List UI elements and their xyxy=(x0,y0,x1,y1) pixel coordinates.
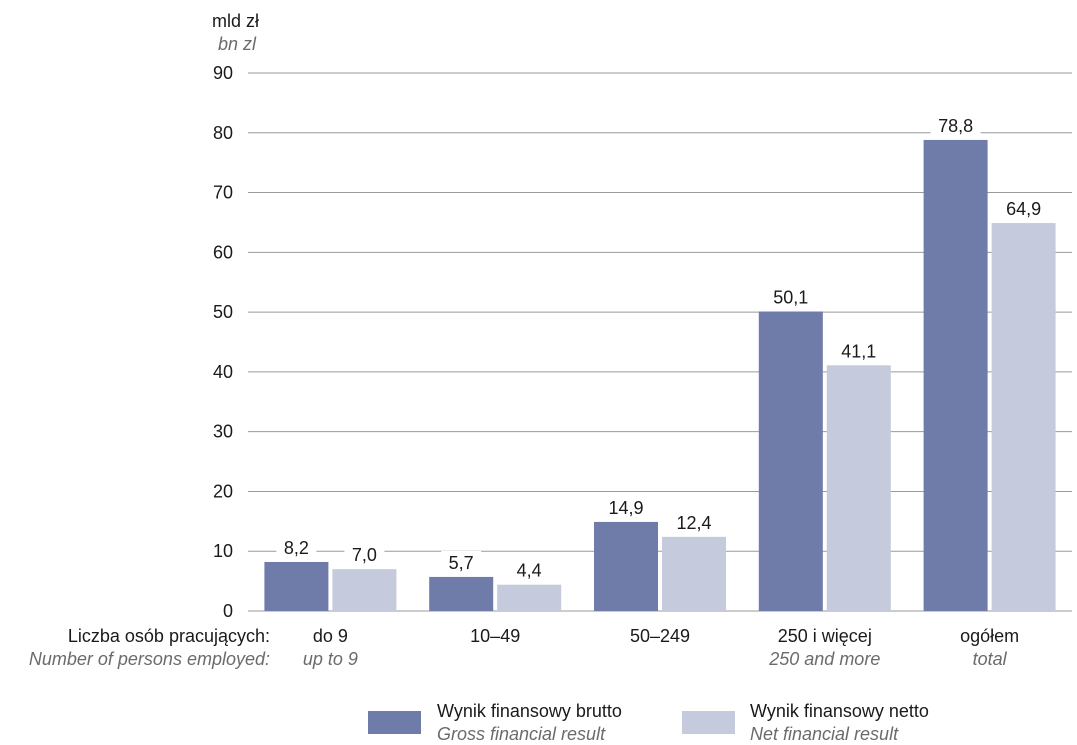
y-axis-ticks: 0 10 20 30 40 50 60 70 80 90 xyxy=(213,63,233,621)
data-label-bg xyxy=(833,339,884,362)
data-label-bg xyxy=(765,285,816,308)
data-label-gross-3: 50,1 xyxy=(773,288,808,308)
y-axis-unit: mld zł xyxy=(212,11,259,31)
data-label-bg xyxy=(601,495,651,518)
y-tick-label-60: 60 xyxy=(213,242,233,262)
bars xyxy=(264,139,1056,611)
y-tick-label-20: 20 xyxy=(213,481,233,501)
data-label-bg xyxy=(669,510,719,533)
data-label-gross-4: 78,8 xyxy=(938,116,973,136)
bar-net-0 xyxy=(332,569,397,611)
data-label-bg xyxy=(930,113,981,136)
category-axis-label-en: Number of persons employed: xyxy=(29,649,270,669)
data-label-gross-2: 14,9 xyxy=(608,498,643,518)
y-tick-label-0: 0 xyxy=(223,601,233,621)
x-category-label-en-0: up to 9 xyxy=(303,649,358,669)
legend-label-net: Wynik finansowy netto xyxy=(750,701,929,721)
data-label-bg xyxy=(441,550,482,573)
data-label-net-2: 12,4 xyxy=(676,513,711,533)
y-tick-label-30: 30 xyxy=(213,422,233,442)
x-category-label-4: ogółem xyxy=(960,626,1019,646)
legend: Wynik finansowy brutto Gross financial r… xyxy=(368,701,929,744)
x-category-label-en-3: 250 and more xyxy=(768,649,880,669)
data-label-net-4: 64,9 xyxy=(1006,199,1041,219)
legend-swatch-gross xyxy=(368,711,421,734)
bar-gross-1 xyxy=(429,576,494,611)
data-label-gross-1: 5,7 xyxy=(449,553,474,573)
data-label-bg xyxy=(509,558,550,581)
legend-label-gross-en: Gross financial result xyxy=(437,724,606,744)
data-labels: 8,2 7,0 5,7 4,4 14,9 12,4 50,1 41,1 78,8 64,9 xyxy=(276,113,1049,581)
x-axis-categories: do 9 up to 9 10–49 50–249 250 i więcej 250 an… xyxy=(303,626,1019,669)
x-category-label-0: do 9 xyxy=(313,626,348,646)
x-category-label-2: 50–249 xyxy=(630,626,690,646)
data-label-net-0: 7,0 xyxy=(352,545,377,565)
x-category-label-en-4: total xyxy=(973,649,1008,669)
bar-net-2 xyxy=(662,536,726,611)
bar-gross-3 xyxy=(758,311,823,611)
data-label-net-1: 4,4 xyxy=(517,561,542,581)
bar-gross-2 xyxy=(594,521,658,611)
x-category-label-3: 250 i więcej xyxy=(778,626,872,646)
legend-label-net-en: Net financial result xyxy=(750,724,899,744)
category-axis-label: Liczba osób pracujących: xyxy=(68,626,270,646)
y-axis-unit-en: bn zl xyxy=(218,34,257,54)
y-tick-label-40: 40 xyxy=(213,362,233,382)
y-tick-label-10: 10 xyxy=(213,541,233,561)
bar-net-3 xyxy=(826,365,891,611)
data-label-bg xyxy=(276,535,317,558)
x-category-label-1: 10–49 xyxy=(470,626,520,646)
bar-net-1 xyxy=(497,584,562,611)
data-label-gross-0: 8,2 xyxy=(284,538,309,558)
data-label-bg xyxy=(344,543,385,566)
legend-label-gross: Wynik finansowy brutto xyxy=(437,701,622,721)
legend-swatch-net xyxy=(682,711,735,734)
bar-gross-0 xyxy=(264,561,329,611)
y-tick-label-50: 50 xyxy=(213,302,233,322)
y-tick-label-90: 90 xyxy=(213,63,233,83)
y-tick-label-80: 80 xyxy=(213,123,233,143)
data-label-net-3: 41,1 xyxy=(841,341,876,361)
data-label-bg xyxy=(998,197,1049,220)
bar-gross-4 xyxy=(923,139,988,611)
y-tick-label-70: 70 xyxy=(213,183,233,203)
bar-net-4 xyxy=(991,223,1056,611)
